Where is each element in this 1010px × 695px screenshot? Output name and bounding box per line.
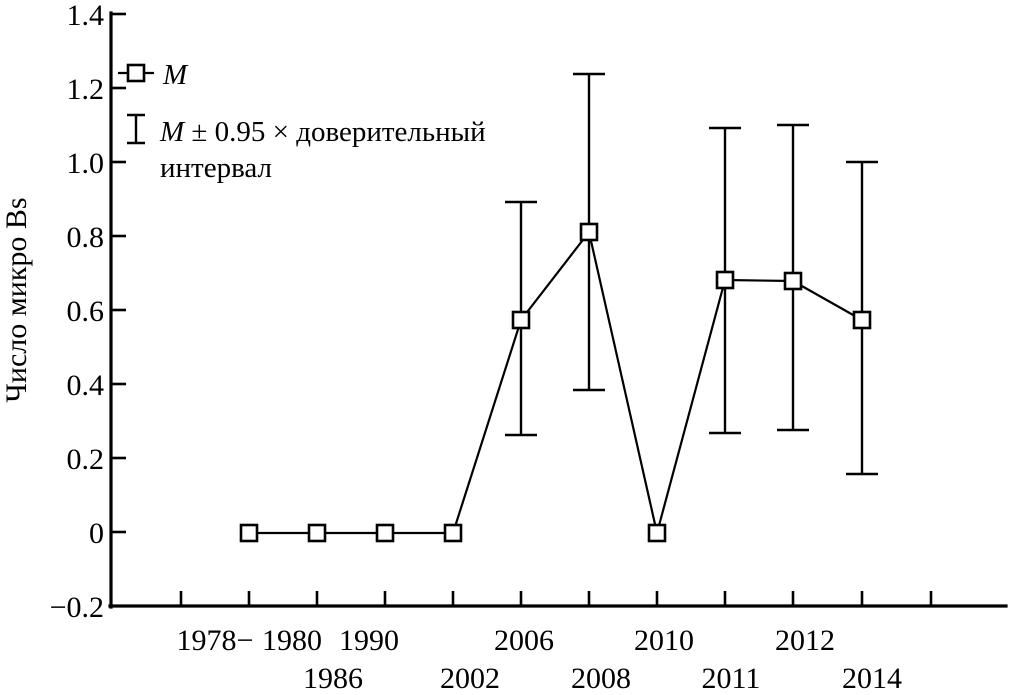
y-tick-label: −0.2	[50, 591, 104, 624]
series-markers	[239, 222, 872, 543]
legend-symbol-line-square-marker	[118, 63, 154, 83]
data-point-2012[interactable]	[783, 271, 803, 291]
y-tick-label: 0.4	[67, 369, 105, 402]
y-tick-label: 0	[89, 517, 104, 550]
x-axis-ticks	[179, 591, 933, 606]
legend-label-ci: M ± 0.95 × доверительный	[159, 116, 486, 148]
x-tick-label-2014: 2014	[842, 662, 902, 695]
y-axis-title: Число микро Bs	[0, 197, 33, 402]
x-tick-label-2006: 2006	[494, 624, 554, 657]
y-axis-tick-labels: 1.4 1.2 1.0 0.8 0.6 0.4 0.2 0 −0.2	[50, 0, 104, 624]
x-tick-label-1986: 1986	[303, 662, 363, 695]
legend-label-ci-symbol: M	[159, 116, 186, 148]
data-point-1980[interactable]	[239, 523, 259, 543]
x-tick-label-1978: 1978−	[177, 624, 254, 657]
legend-label-mean: M	[162, 59, 189, 91]
y-axis-ticks	[111, 12, 126, 608]
x-tick-label-1980: 1980	[262, 624, 322, 657]
error-bars	[505, 72, 878, 476]
data-point-2014[interactable]	[852, 310, 872, 330]
data-point-2010[interactable]	[647, 523, 667, 543]
data-point-1990[interactable]	[375, 523, 395, 543]
x-tick-label-2010: 2010	[634, 624, 694, 657]
data-point-2008[interactable]	[579, 222, 599, 242]
y-tick-label: 0.8	[67, 221, 105, 254]
x-tick-label-2011: 2011	[702, 662, 761, 695]
legend-label-ci-line2: интервал	[160, 152, 272, 184]
x-axis-tick-labels: 1978− 1980 1986 1990 2002 2006 2008 2010…	[177, 624, 902, 695]
y-tick-label: 1.4	[67, 0, 105, 32]
x-tick-label-2002: 2002	[440, 662, 500, 695]
y-tick-label: 0.2	[67, 443, 105, 476]
data-point-2006[interactable]	[511, 310, 531, 330]
legend-label-ci-text: ± 0.95 × доверительный	[184, 116, 485, 148]
x-tick-label-1990: 1990	[339, 624, 399, 657]
y-tick-label: 1.0	[67, 147, 105, 180]
series-line-M	[249, 229, 863, 535]
chart-legend: M M ± 0.95 × доверительный интервал	[118, 59, 486, 184]
x-tick-label-2012: 2012	[775, 624, 835, 657]
data-point-1986[interactable]	[307, 523, 327, 543]
legend-symbol-error-bar-ibeam	[127, 113, 145, 145]
x-tick-label-2008: 2008	[571, 662, 631, 695]
data-point-2011[interactable]	[715, 270, 735, 290]
y-tick-label: 1.2	[67, 73, 105, 106]
data-point-2002[interactable]	[443, 523, 463, 543]
y-tick-label: 0.6	[67, 295, 105, 328]
